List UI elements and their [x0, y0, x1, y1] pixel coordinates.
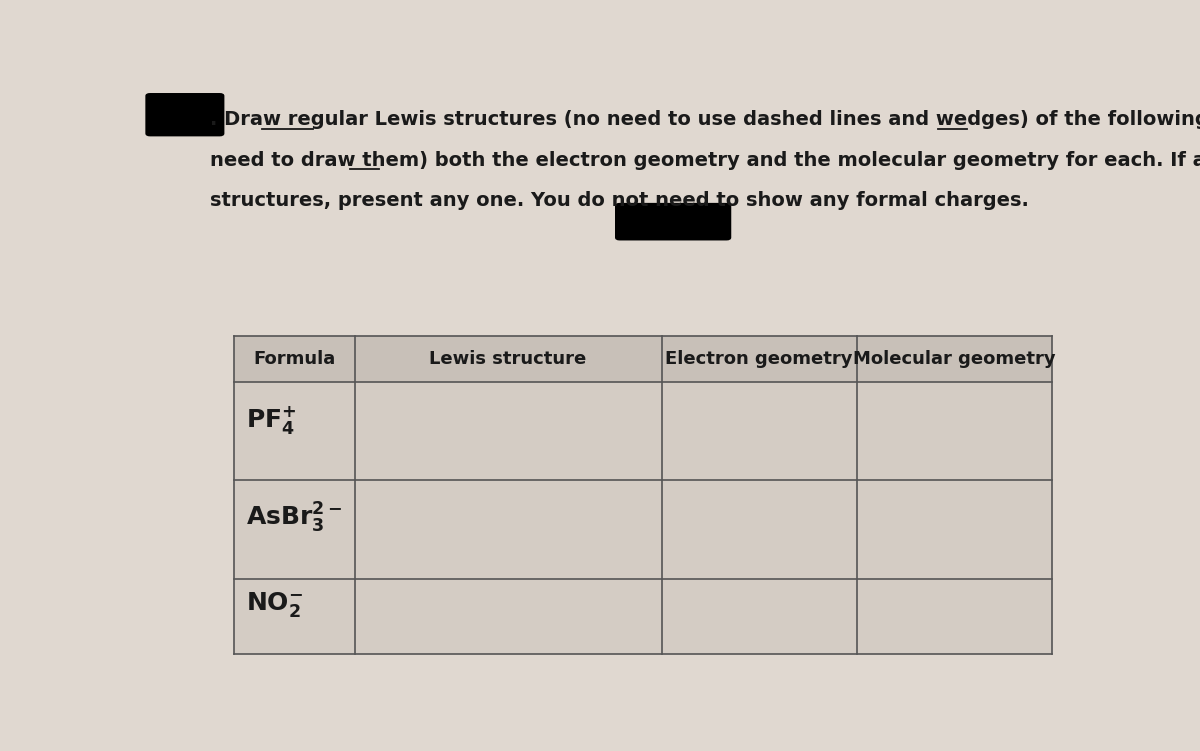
Text: Molecular geometry: Molecular geometry — [853, 350, 1056, 368]
Text: structures, present any one. You do not need to show any formal charges.: structures, present any one. You do not … — [210, 192, 1030, 210]
FancyBboxPatch shape — [145, 93, 224, 137]
Text: Electron geometry: Electron geometry — [665, 350, 853, 368]
Bar — [234, 481, 1052, 579]
Bar — [234, 336, 1052, 382]
Text: $\mathbf{PF_{4}^{+}}$: $\mathbf{PF_{4}^{+}}$ — [246, 404, 296, 436]
Text: Formula: Formula — [253, 350, 335, 368]
Text: . Draw regular Lewis structures (no need to use dashed lines and wedges) of the : . Draw regular Lewis structures (no need… — [210, 110, 1200, 129]
FancyBboxPatch shape — [616, 203, 731, 240]
Text: need to draw them) both the electron geometry and the molecular geometry for eac: need to draw them) both the electron geo… — [210, 151, 1200, 170]
Text: Lewis structure: Lewis structure — [430, 350, 587, 368]
Bar — [234, 579, 1052, 654]
Bar — [234, 382, 1052, 481]
Text: $\mathbf{AsBr_{3}^{2-}}$: $\mathbf{AsBr_{3}^{2-}}$ — [246, 501, 342, 535]
Text: $\mathbf{NO_{2}^{-}}$: $\mathbf{NO_{2}^{-}}$ — [246, 590, 304, 620]
